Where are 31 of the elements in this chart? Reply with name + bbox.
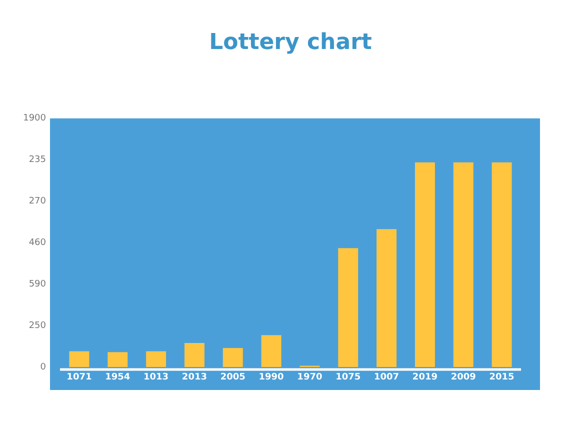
text: 270 [28, 196, 46, 207]
bar [261, 335, 282, 367]
text: 235 [28, 155, 46, 166]
x-tick-label: 1954 [105, 372, 130, 383]
bar [492, 162, 512, 367]
x-tick-label: 1071 [66, 372, 92, 383]
x-tick-label: 1990 [258, 372, 284, 383]
x-tick-label: 1970 [297, 372, 322, 383]
x-tick-label: 2015 [489, 372, 514, 383]
x-tick-label: 1007 [374, 372, 400, 383]
x-tick-label: 2005 [220, 372, 246, 383]
text: 250 [28, 320, 46, 331]
bar [414, 162, 435, 367]
text: 590 [28, 279, 46, 290]
bar [453, 162, 474, 367]
x-tick-label: 1075 [336, 372, 361, 383]
text: 0 [40, 362, 46, 372]
text: 460 [28, 238, 46, 248]
x-tick-label: 2009 [450, 372, 476, 383]
text: 1900 [23, 114, 46, 124]
bar [146, 351, 166, 367]
bar [108, 352, 128, 367]
chart-title: Lottery chart [209, 30, 372, 55]
bar [69, 351, 90, 367]
x-tick-label: 2019 [412, 372, 438, 383]
x-tick-label: 1013 [144, 372, 169, 383]
bar [184, 343, 204, 367]
bar [338, 248, 358, 367]
bar [376, 229, 397, 367]
bar [222, 348, 243, 367]
x-tick-label: 2013 [182, 372, 207, 383]
